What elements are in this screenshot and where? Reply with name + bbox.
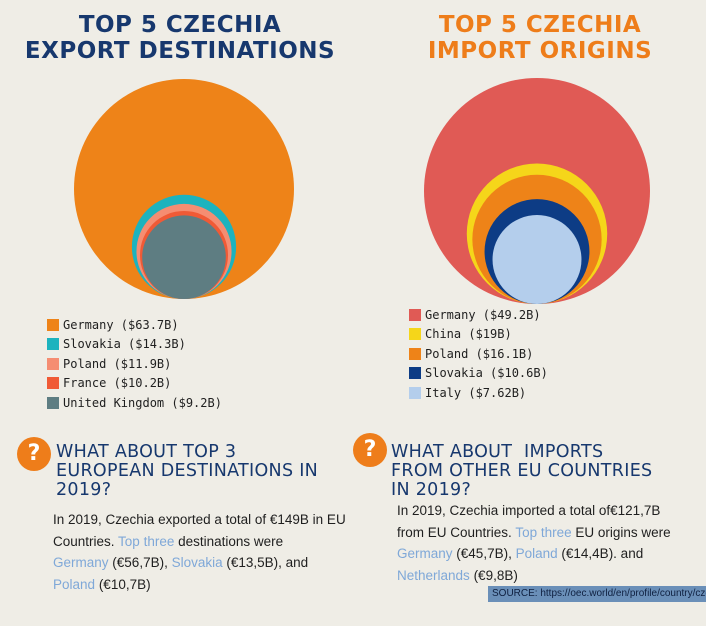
legend-label: France ($10.2B) [63,376,172,391]
source-credit: SOURCE: https://oec.world/en/profile/cou… [488,586,706,602]
text: (€56,7B), [112,555,168,570]
legend-label: Slovakia ($14.3B) [63,337,186,352]
legend-label: Italy ($7.62B) [425,385,527,400]
import-legend: Germany ($49.2B) China ($19B) Poland ($1… [409,305,548,403]
legend-label: Germany ($63.7B) [63,317,179,332]
legend-label: China ($19B) [425,327,512,342]
paragraph-line: Poland (€10,7B) [53,574,346,596]
heading-line: WHAT ABOUT TOP 3 [56,442,237,462]
heading-line: EUROPEAN DESTINATIONS IN [56,461,319,481]
bubble-italy [492,215,582,304]
text: In 2019, Czechia exported a total of €14… [53,512,346,527]
title-line: TOP 5 CZECHIA [438,12,642,38]
legend-swatch [47,338,59,351]
heading-line: WHAT ABOUT IMPORTS [391,442,604,462]
text: (€9,8B) [473,567,518,583]
legend-item: Poland ($16.1B) [409,344,548,364]
text: (€14,4B). and [561,546,644,561]
legend-item: Germany ($63.7B) [47,315,222,335]
legend-item: Italy ($7.62B) [409,383,548,403]
exports-question-heading: WHAT ABOUT TOP 3 EUROPEAN DESTINATIONS I… [56,443,318,500]
exports-paragraph: In 2019, Czechia exported a total of €14… [53,509,346,595]
paragraph-line: Germany (€45,7B), Poland (€14,4B). and [397,543,671,565]
title-line: IMPORT ORIGINS [427,38,653,64]
legend-label: Germany ($49.2B) [425,307,541,322]
heading-line: FROM OTHER EU COUNTRIES [391,461,653,481]
legend-label: Poland ($16.1B) [425,346,534,361]
legend-item: France ($10.2B) [47,374,222,394]
legend-item: Slovakia ($10.6B) [409,364,548,384]
legend-swatch [409,328,421,341]
paragraph-line: Germany (€56,7B), Slovakia (€13,5B), and [53,552,346,574]
question-icon: ? [17,437,51,471]
paragraph-line: Netherlands (€9,8B) [397,565,671,587]
legend-swatch [409,386,421,399]
legend-item: United Kingdom ($9.2B) [47,393,222,413]
export-legend: Germany ($63.7B) Slovakia ($14.3B) Polan… [47,315,222,413]
heading-line: 2019? [56,480,112,500]
text: In 2019, Czechia imported a total of€121… [397,503,661,518]
paragraph-line: from EU Countries. Top three EU origins … [397,522,671,544]
paragraph-line: Countries. Top three destinations were [53,531,346,553]
text: (€13,5B), and [226,555,309,570]
highlight-text: Germany [53,555,109,570]
text: EU origins were [575,524,671,540]
import-chart-title: TOP 5 CZECHIA IMPORT ORIGINS [380,12,700,64]
text: from EU Countries. [397,524,512,540]
text: destinations were [178,533,284,549]
legend-label: Slovakia ($10.6B) [425,366,548,381]
legend-item: Poland ($11.9B) [47,354,222,374]
legend-swatch [47,318,59,331]
question-icon: ? [353,433,387,467]
highlight-text: Slovakia [171,555,223,570]
export-chart-title: TOP 5 CZECHIA EXPORT DESTINATIONS [20,12,340,64]
highlight-text: Top three [515,524,572,540]
title-line: TOP 5 CZECHIA [78,12,282,38]
heading-line: IN 2019? [391,480,472,500]
legend-swatch [409,347,421,360]
imports-question-heading: WHAT ABOUT IMPORTS FROM OTHER EU COUNTRI… [391,443,652,500]
highlight-text: Poland [53,576,96,592]
paragraph-line: In 2019, Czechia imported a total of€121… [397,500,671,522]
legend-label: Poland ($11.9B) [63,356,172,371]
legend-swatch [409,367,421,380]
paragraph-line: In 2019, Czechia exported a total of €14… [53,509,346,531]
highlight-text: Top three [118,533,175,549]
legend-swatch [409,308,421,321]
legend-swatch [47,396,59,409]
bubble-germany [74,79,294,299]
highlight-text: Germany [397,546,453,561]
highlight-text: Poland [515,546,558,561]
title-line: EXPORT DESTINATIONS [24,38,336,64]
legend-label: United Kingdom ($9.2B) [63,395,222,410]
legend-item: Germany ($49.2B) [409,305,548,325]
text: Countries. [53,533,115,549]
highlight-text: Netherlands [397,567,470,583]
text: (€10,7B) [98,576,151,592]
legend-item: Slovakia ($14.3B) [47,335,222,355]
bubble-united-kingdom [142,215,226,299]
legend-item: China ($19B) [409,325,548,345]
text: (€45,7B), [456,546,512,561]
legend-swatch [47,357,59,370]
imports-paragraph: In 2019, Czechia imported a total of€121… [397,500,671,586]
legend-swatch [47,377,59,390]
